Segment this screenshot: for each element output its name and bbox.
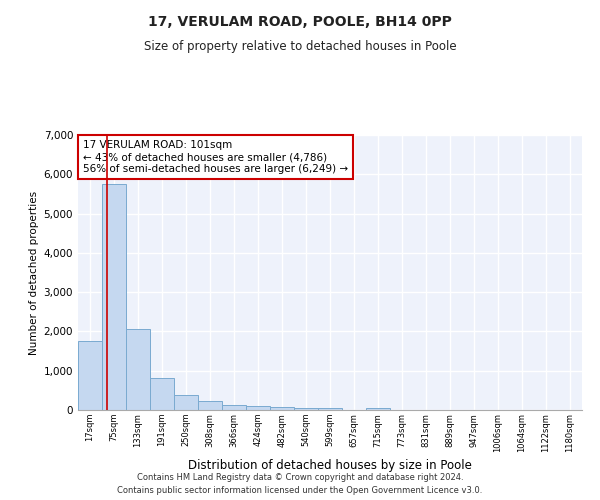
Bar [78,341,102,410]
Bar [126,330,150,410]
Bar [222,406,246,410]
Bar [174,395,198,410]
Text: Size of property relative to detached houses in Poole: Size of property relative to detached ho… [143,40,457,53]
Bar [270,407,294,410]
Bar [198,400,222,410]
Bar [294,408,318,410]
Text: Contains HM Land Registry data © Crown copyright and database right 2024.: Contains HM Land Registry data © Crown c… [137,472,463,482]
Text: Contains public sector information licensed under the Open Government Licence v3: Contains public sector information licen… [118,486,482,495]
Bar [366,408,390,410]
Bar [102,184,126,410]
Bar [318,408,342,410]
Y-axis label: Number of detached properties: Number of detached properties [29,190,40,354]
Bar [246,406,270,410]
Text: 17 VERULAM ROAD: 101sqm
← 43% of detached houses are smaller (4,786)
56% of semi: 17 VERULAM ROAD: 101sqm ← 43% of detache… [83,140,348,173]
X-axis label: Distribution of detached houses by size in Poole: Distribution of detached houses by size … [188,458,472,471]
Text: 17, VERULAM ROAD, POOLE, BH14 0PP: 17, VERULAM ROAD, POOLE, BH14 0PP [148,15,452,29]
Bar [150,378,174,410]
